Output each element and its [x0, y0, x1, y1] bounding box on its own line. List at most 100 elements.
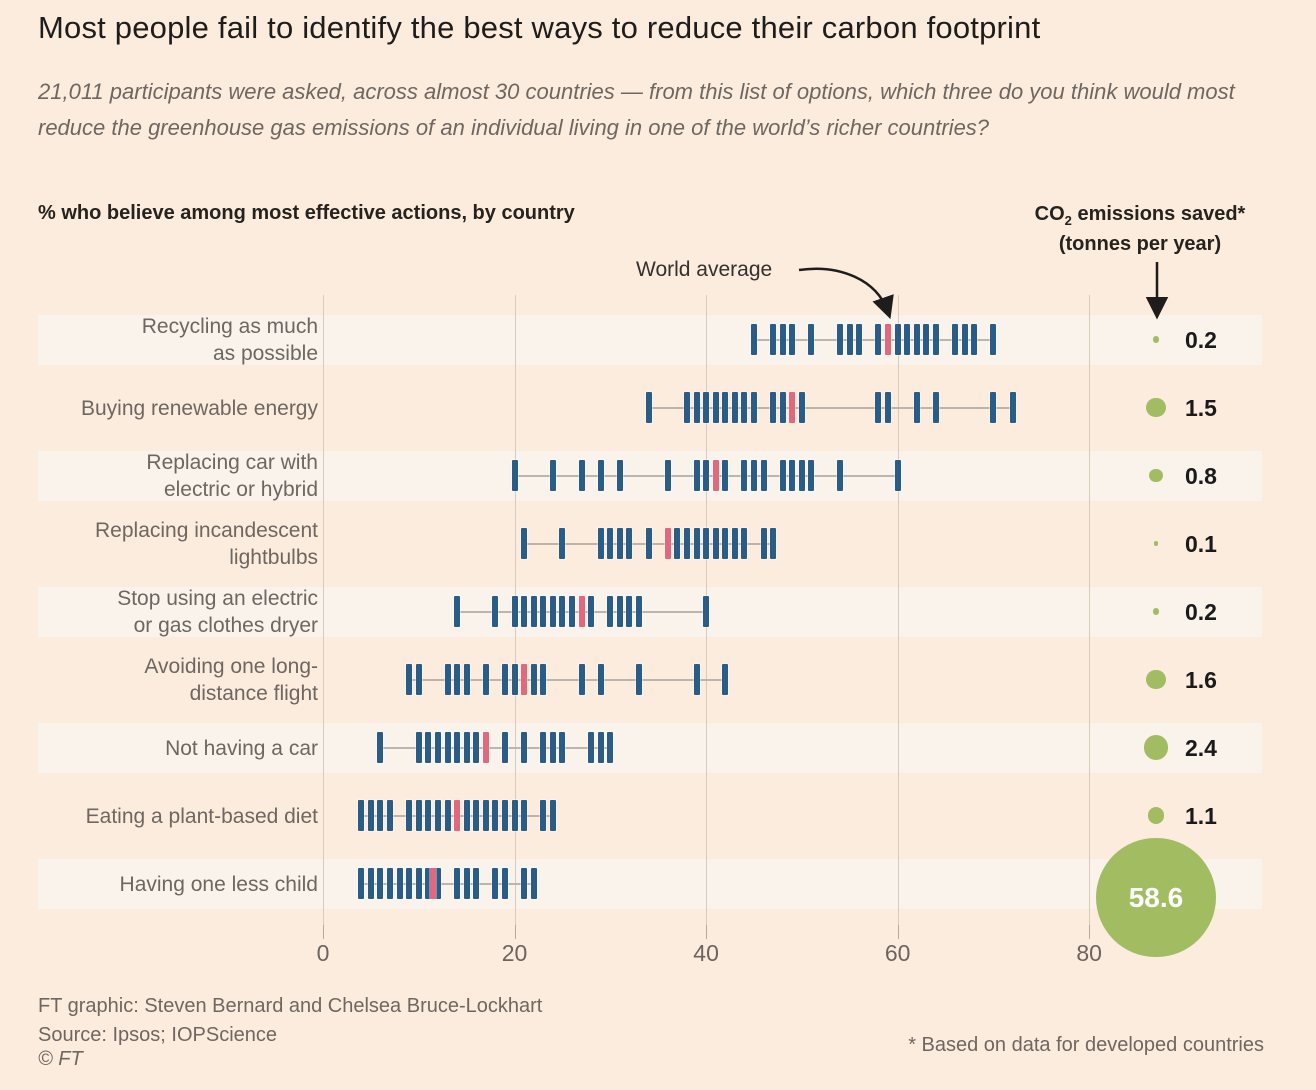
chart-subtitle: 21,011 participants were asked, across a… [38, 79, 1235, 140]
country-mark [501, 868, 508, 899]
country-mark [511, 800, 518, 831]
country-mark [501, 732, 508, 763]
country-mark [722, 664, 729, 695]
country-mark [798, 460, 805, 491]
range-connector [409, 678, 726, 681]
x-axis-tick-label: 0 [316, 940, 330, 966]
world-average-mark [482, 732, 489, 763]
country-mark [358, 868, 365, 899]
country-mark [750, 460, 757, 491]
country-mark [559, 732, 566, 763]
co2-legend-arrow-icon [1145, 262, 1169, 320]
co2-saved-circle [1152, 336, 1160, 343]
country-mark [463, 664, 470, 695]
country-mark [703, 392, 710, 423]
country-mark [377, 732, 384, 763]
country-mark [885, 392, 892, 423]
country-mark [664, 460, 671, 491]
row-label: Buying renewable energy [36, 395, 318, 423]
country-mark [932, 392, 939, 423]
co2-saved-value: 0.8 [1185, 462, 1217, 489]
country-mark [607, 732, 614, 763]
country-mark [501, 800, 508, 831]
world-average-mark [712, 460, 719, 491]
country-mark [521, 868, 528, 899]
row-stripe [38, 858, 1262, 909]
country-mark [549, 800, 556, 831]
country-mark [636, 664, 643, 695]
country-mark [712, 392, 719, 423]
footer-source: Source: Ipsos; IOPScience [38, 1024, 278, 1046]
country-mark [789, 460, 796, 491]
country-mark [990, 324, 997, 355]
world-average-mark [885, 324, 892, 355]
country-mark [674, 528, 681, 559]
country-mark [406, 868, 413, 899]
country-mark [415, 664, 422, 695]
country-mark [607, 596, 614, 627]
row-label-line: Having one less child [119, 872, 318, 896]
row-label: Replacing incandescent lightbulbs [36, 517, 318, 572]
co2-saved-circle [1146, 669, 1166, 690]
world-average-mark [578, 596, 585, 627]
country-mark [645, 528, 652, 559]
country-mark [846, 324, 853, 355]
country-mark [741, 528, 748, 559]
country-mark [971, 324, 978, 355]
country-mark [693, 664, 700, 695]
x-axis-tick-label: 20 [501, 940, 528, 966]
x-axis-tick [514, 925, 516, 939]
country-mark [492, 596, 499, 627]
world-average-mark [789, 392, 796, 423]
country-mark [549, 596, 556, 627]
co2-saved-circle [1153, 541, 1159, 546]
x-axis-tick [706, 925, 708, 939]
country-mark [904, 324, 911, 355]
co2-saved-circle [1149, 468, 1163, 483]
country-mark [808, 324, 815, 355]
co2-saved-circle [1146, 397, 1166, 418]
country-mark [770, 324, 777, 355]
country-mark [396, 868, 403, 899]
country-mark [913, 324, 920, 355]
country-mark [683, 392, 690, 423]
co2-saved-value: 1.1 [1185, 802, 1217, 829]
row-label: Stop using an electric or gas clothes dry… [36, 585, 318, 640]
country-mark [530, 596, 537, 627]
row-label-line: Buying renewable energy [81, 396, 318, 420]
country-mark [454, 664, 461, 695]
co2-suffix: emissions saved* [1071, 203, 1246, 225]
co2-saved-value: 2.4 [1185, 734, 1217, 761]
country-mark [683, 528, 690, 559]
row-label: Avoiding one long-distance flight [36, 653, 318, 708]
row-label: Not having a car [36, 735, 318, 763]
country-mark [521, 528, 528, 559]
country-mark [521, 596, 528, 627]
country-mark [425, 800, 432, 831]
row-label-line: Not having a car [165, 736, 318, 760]
footer-credit: FT graphic: Steven Bernard and Chelsea B… [38, 995, 543, 1017]
country-mark [454, 732, 461, 763]
country-mark [377, 800, 384, 831]
country-mark [549, 460, 556, 491]
row-label-line: Replacing car with [146, 450, 318, 474]
country-mark [932, 324, 939, 355]
country-mark [454, 868, 461, 899]
country-mark [693, 392, 700, 423]
row-label: Having one less child [36, 871, 318, 899]
country-mark [770, 528, 777, 559]
country-mark [894, 324, 901, 355]
country-mark [894, 460, 901, 491]
row-label-line: distance flight [189, 682, 318, 706]
country-mark [415, 800, 422, 831]
country-mark [521, 800, 528, 831]
country-mark [473, 732, 480, 763]
co2-saved-value: 0.1 [1185, 530, 1217, 557]
country-mark [482, 800, 489, 831]
country-mark [597, 732, 604, 763]
country-mark [703, 528, 710, 559]
country-mark [722, 460, 729, 491]
co2-saved-value: 0.2 [1185, 326, 1217, 353]
country-mark [454, 596, 461, 627]
country-mark [501, 664, 508, 695]
